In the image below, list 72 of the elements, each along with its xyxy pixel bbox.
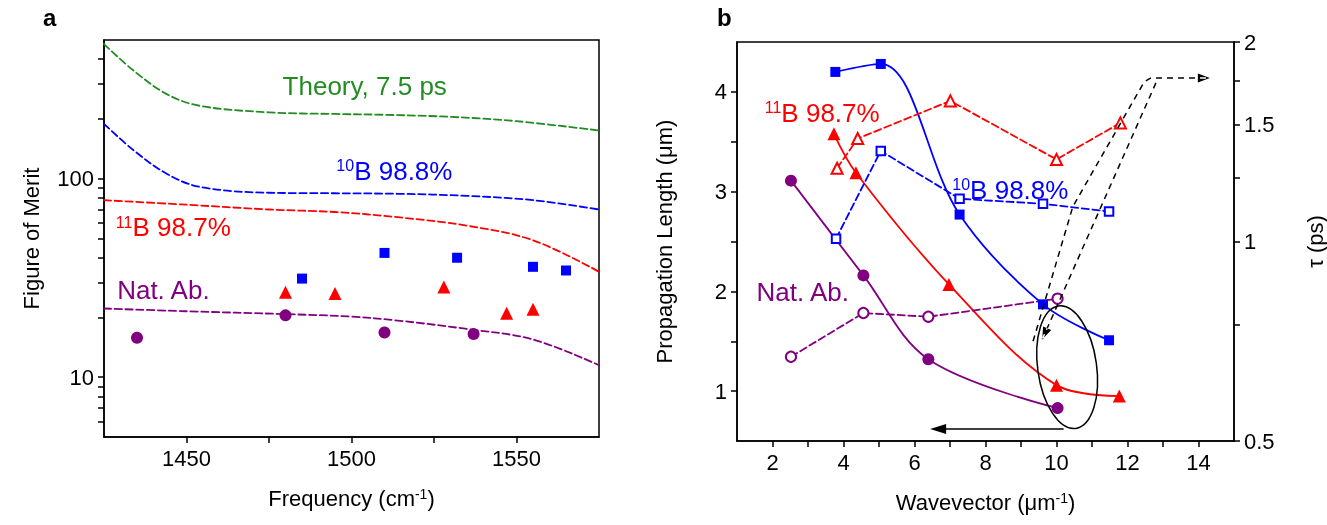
point — [784, 350, 798, 363]
point — [857, 306, 870, 320]
point — [830, 233, 842, 244]
x-tick-label: 14 — [1186, 449, 1211, 475]
x-tick-label: 12 — [1115, 449, 1140, 475]
point — [467, 328, 480, 341]
y-axis-title: Figure of Merit — [18, 167, 44, 310]
point — [1037, 198, 1049, 210]
point — [1049, 152, 1064, 166]
point — [954, 193, 965, 205]
point — [1103, 206, 1115, 217]
series-label: Theory, 7.5 ps — [282, 70, 447, 101]
point — [526, 302, 540, 316]
y-tick-label: 100 — [57, 166, 94, 192]
x-tick-label: 4 — [837, 449, 850, 475]
point — [279, 285, 292, 299]
point — [131, 331, 143, 344]
point — [561, 265, 571, 276]
point — [328, 287, 342, 301]
y-tick-label: 1 — [714, 378, 727, 404]
y-tick-label: 2 — [714, 278, 727, 304]
x-tick-label: 2 — [766, 449, 779, 475]
point — [830, 66, 841, 77]
point — [378, 326, 391, 339]
y2-tick-label: 1 — [1244, 229, 1257, 254]
line-series — [103, 199, 600, 273]
y2-axis-title: τ (ps) — [1302, 215, 1327, 268]
point — [1051, 402, 1064, 415]
point — [849, 166, 863, 180]
y2-tick-label: 0.5 — [1244, 428, 1275, 454]
point — [452, 252, 463, 263]
x-tick-label: 8 — [979, 449, 992, 475]
point — [1038, 299, 1049, 310]
point — [279, 309, 292, 322]
line-series — [103, 43, 600, 132]
x-tick-label: 1500 — [327, 445, 376, 471]
point — [875, 58, 886, 69]
point — [379, 247, 390, 258]
point — [857, 269, 870, 282]
point — [954, 209, 965, 220]
point — [922, 310, 935, 323]
point — [875, 145, 887, 157]
y-axis-title: Propagation Length (μm) — [651, 119, 677, 364]
point — [1104, 335, 1115, 346]
y2-tick-label: 1.5 — [1244, 112, 1275, 138]
x-tick-label: 1550 — [492, 445, 541, 471]
x-tick-label: 6 — [908, 449, 921, 475]
series-label: Nat. Ab. — [117, 275, 210, 306]
point — [830, 161, 844, 175]
point — [851, 132, 865, 146]
x-tick-label: 1450 — [162, 445, 211, 471]
line-series — [103, 122, 600, 211]
point — [437, 280, 451, 294]
chart-title: b — [717, 3, 732, 31]
point — [922, 353, 935, 366]
point — [500, 306, 514, 320]
point — [943, 94, 957, 108]
point — [942, 277, 956, 291]
point — [1112, 389, 1126, 403]
series-label: Nat. Ab. — [756, 277, 849, 308]
point — [827, 127, 841, 141]
point — [528, 261, 538, 272]
point — [1051, 292, 1064, 305]
point — [297, 273, 307, 284]
y2-tick-label: 2 — [1244, 29, 1257, 55]
y-tick-label: 4 — [714, 79, 727, 105]
point — [1050, 378, 1063, 392]
chart-title: a — [43, 3, 57, 31]
y-tick-label: 3 — [714, 179, 727, 205]
x-tick-label: 10 — [1044, 449, 1069, 475]
point — [784, 174, 797, 187]
line-series — [103, 307, 600, 367]
